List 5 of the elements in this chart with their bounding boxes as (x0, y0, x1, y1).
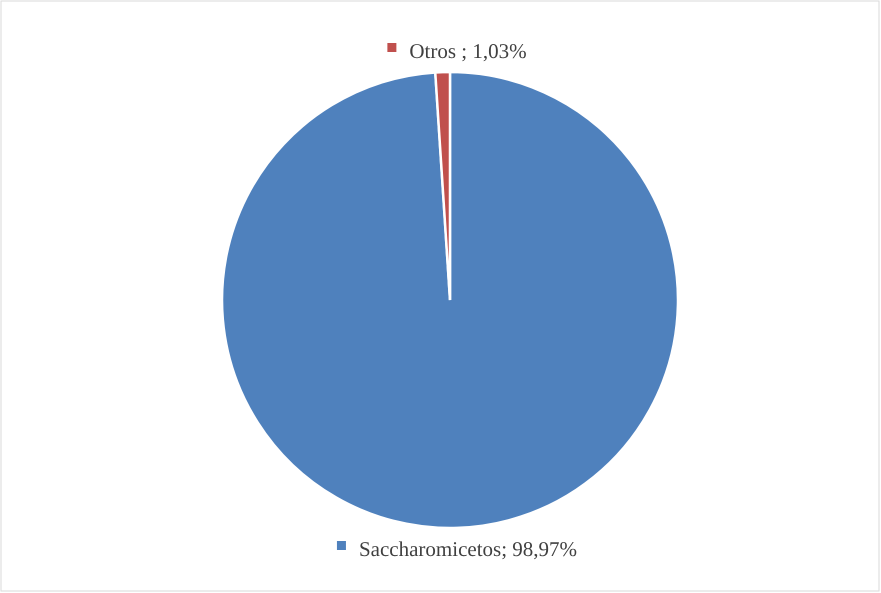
data-label: ; 98,97% (501, 537, 578, 561)
data-label: ; 1,03% (456, 39, 527, 63)
legend-label: Otros (409, 39, 456, 63)
pie-slice (221, 70, 680, 530)
legend-label: Saccharomicetos (358, 537, 502, 561)
